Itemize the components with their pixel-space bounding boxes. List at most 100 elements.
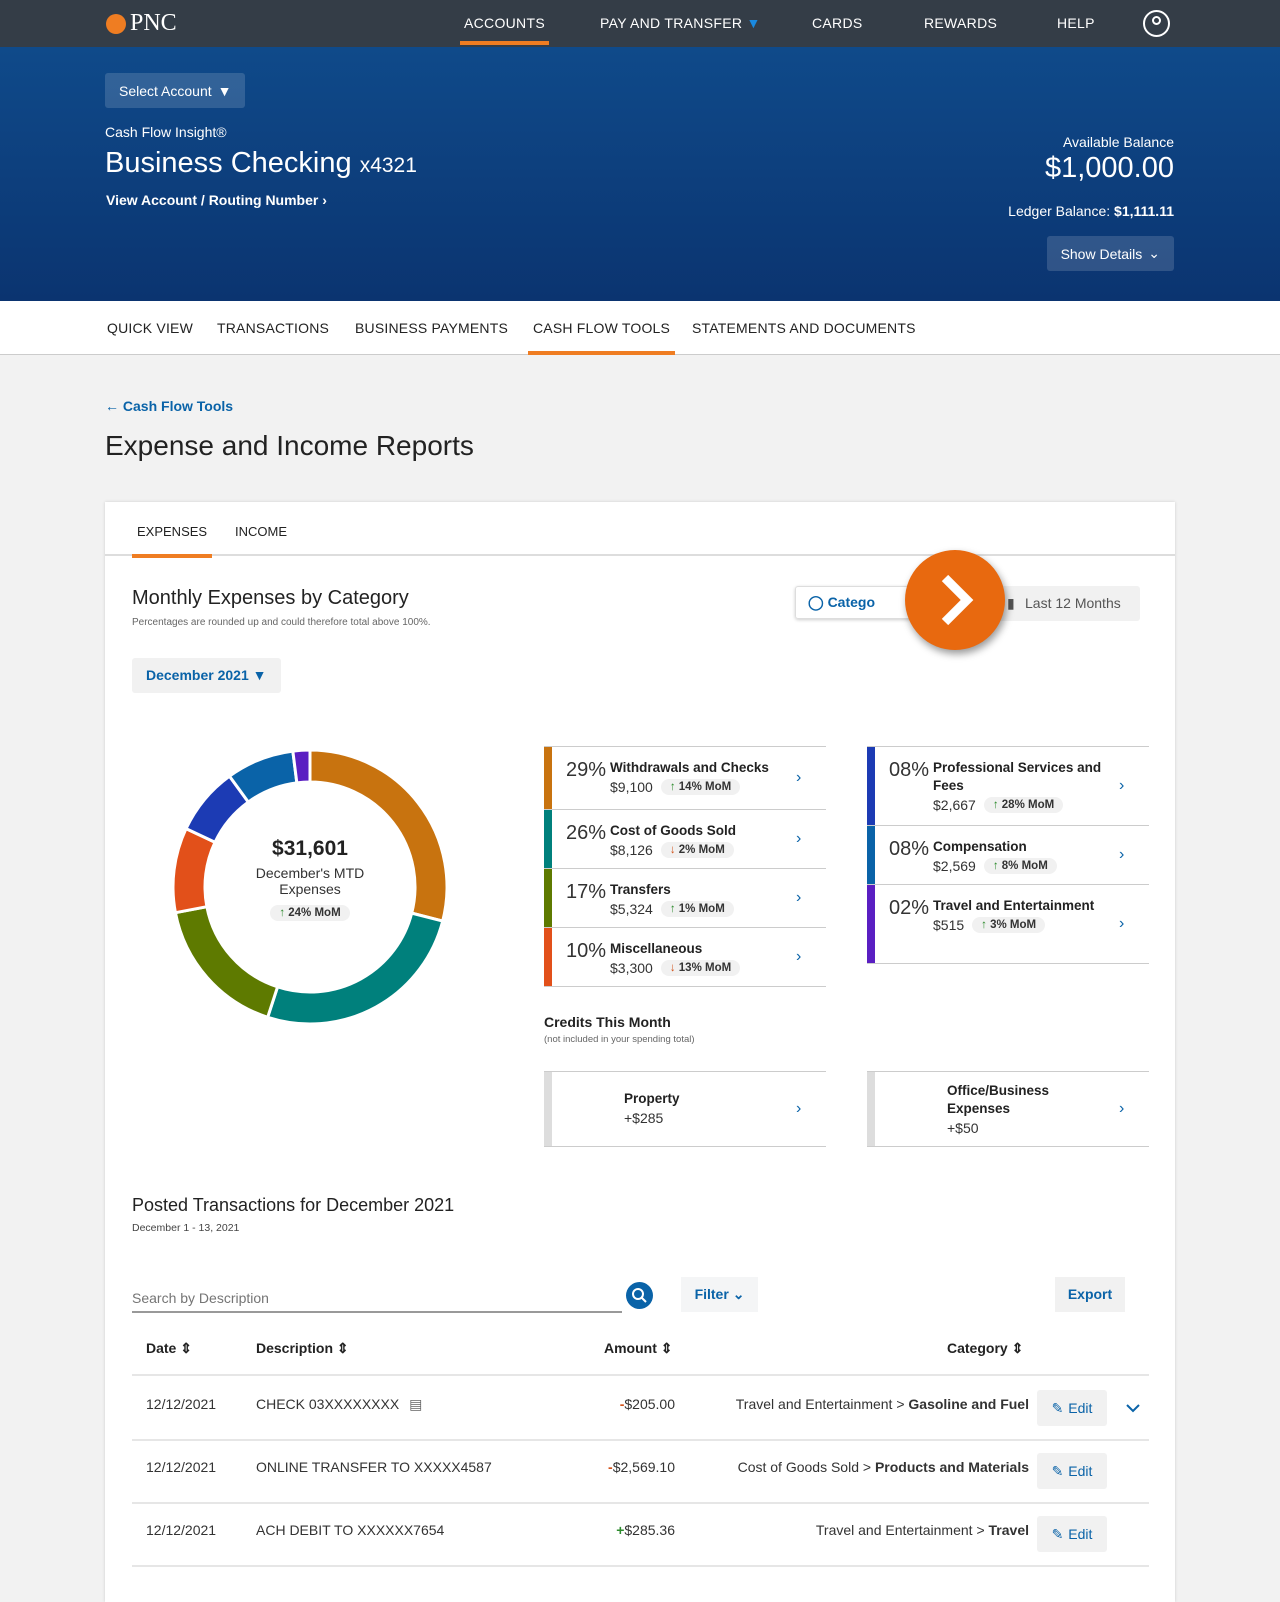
credit-tile-property[interactable]: Property +$285 › xyxy=(544,1071,826,1147)
row-subcategory: Products and Materials xyxy=(874,1459,1029,1475)
user-profile-icon[interactable] xyxy=(1143,10,1170,37)
tab-expenses[interactable]: EXPENSES xyxy=(131,524,213,558)
sort-description[interactable]: Description ⇕ xyxy=(256,1340,349,1357)
table-row[interactable]: 12/12/2021 ONLINE TRANSFER TO XXXXX4587 … xyxy=(132,1441,1149,1504)
select-account-button[interactable]: Select Account ▼ xyxy=(105,73,246,108)
last-12-months-button[interactable]: ▮ Last 12 Months xyxy=(995,586,1140,621)
category-pct: 17% xyxy=(566,881,607,903)
sort-date[interactable]: Date ⇕ xyxy=(146,1340,192,1357)
nav-pay-and-transfer[interactable]: PAY AND TRANSFER ▼ xyxy=(600,0,761,47)
tile-color-bar xyxy=(544,747,552,809)
check-image-icon[interactable]: ▤ xyxy=(409,1396,423,1412)
mom-value: 13% MoM xyxy=(678,962,732,974)
credit-tile-office[interactable]: Office/Business Expenses +$50 › xyxy=(867,1071,1149,1147)
credit-amount: +$50 xyxy=(947,1120,979,1136)
edit-label: Edit xyxy=(1068,1463,1093,1479)
arrow-up-icon: ↑ xyxy=(279,907,286,919)
tab-transactions[interactable]: TRANSACTIONS xyxy=(217,320,330,336)
chevron-right-icon: › xyxy=(1119,777,1125,794)
category-amount: $515 xyxy=(933,917,965,933)
chevron-right-icon: › xyxy=(796,830,802,847)
donut-center: $31,601 December's MTD Expenses ↑ 24% Mo… xyxy=(210,837,410,921)
nav-accounts[interactable]: ACCOUNTS xyxy=(460,0,549,47)
sort-icon: ⇕ xyxy=(660,1340,673,1356)
nav-help[interactable]: HELP xyxy=(1057,15,1095,31)
row-category-cell: Travel and Entertainment > Travel xyxy=(816,1522,1029,1538)
tab-cash-flow-tools[interactable]: CASH FLOW TOOLS xyxy=(527,301,676,355)
arrow-up-icon: ↑ xyxy=(981,919,987,931)
category-tiles-left: 29% Withdrawals and Checks $9,100 ↑ 14% … xyxy=(544,746,826,987)
edit-button[interactable]: ✎ Edit xyxy=(1037,1516,1107,1552)
header-label: Category xyxy=(947,1340,1008,1356)
tab-income[interactable]: INCOME xyxy=(235,524,287,539)
filter-button[interactable]: Filter ⌄ xyxy=(681,1277,758,1312)
tab-quick-view[interactable]: QUICK VIEW xyxy=(107,320,194,336)
brand-name: PNC xyxy=(130,10,177,36)
nav-cards[interactable]: CARDS xyxy=(812,15,863,31)
sort-icon: ⇕ xyxy=(1011,1340,1024,1356)
bar-chart-icon: ▮ xyxy=(1007,595,1015,611)
category-tile[interactable]: 02% Travel and Entertainment $515 ↑ 3% M… xyxy=(867,884,1149,964)
row-amount: $285.36 xyxy=(624,1522,675,1538)
category-name: Transfers xyxy=(610,882,671,897)
donut-slice[interactable] xyxy=(291,748,312,785)
chevron-right-icon: › xyxy=(796,889,802,906)
category-amount: $5,324 xyxy=(610,901,653,917)
month-dropdown[interactable]: December 2021 ▼ xyxy=(132,658,281,693)
row-subcategory: Gasoline and Fuel xyxy=(908,1396,1029,1412)
table-row[interactable]: 12/12/2021 CHECK 03XXXXXXXX ▤ -$205.00 T… xyxy=(132,1378,1149,1441)
pnc-logo-icon xyxy=(106,13,126,34)
category-tile[interactable]: 08% Compensation $2,569 ↑ 8% MoM › xyxy=(867,825,1149,885)
caret-down-icon: ▼ xyxy=(252,667,267,683)
header-label: Amount xyxy=(604,1340,657,1356)
pnc-logo[interactable]: PNC xyxy=(106,10,177,37)
transactions-title: Posted Transactions for December 2021 xyxy=(132,1195,455,1215)
search-icon[interactable] xyxy=(626,1282,653,1309)
edit-button[interactable]: ✎ Edit xyxy=(1037,1390,1107,1426)
search-input[interactable] xyxy=(132,1285,622,1313)
amount-sign: - xyxy=(619,1396,625,1412)
ledger-label: Ledger Balance: xyxy=(1008,203,1111,219)
tab-statements-and-documents[interactable]: STATEMENTS AND DOCUMENTS xyxy=(692,320,916,336)
mom-value: 1% MoM xyxy=(678,903,725,915)
tile-bar xyxy=(544,1072,552,1146)
caret-down-icon: ▼ xyxy=(746,15,761,31)
donut-slice[interactable] xyxy=(265,911,445,1026)
category-tile[interactable]: 29% Withdrawals and Checks $9,100 ↑ 14% … xyxy=(544,746,826,810)
edit-button[interactable]: ✎ Edit xyxy=(1037,1453,1107,1489)
transactions-range: December 1 - 13, 2021 xyxy=(132,1222,240,1234)
header-label: Date xyxy=(146,1340,177,1356)
table-row[interactable]: 12/12/2021 ACH DEBIT TO XXXXXX7654 +$285… xyxy=(132,1504,1149,1567)
mom-badge: ↑ 1% MoM xyxy=(660,901,734,917)
report-tabs xyxy=(105,502,1175,556)
category-amount: $8,126 xyxy=(610,842,653,858)
category-view-button[interactable]: ◯ Catego xyxy=(795,586,925,619)
category-tile[interactable]: 26% Cost of Goods Sold $8,126 ↓ 2% MoM › xyxy=(544,809,826,869)
credits-right: Office/Business Expenses +$50 › xyxy=(867,1071,1149,1147)
category-tile[interactable]: 08% Professional Services and Fees $2,66… xyxy=(867,746,1149,826)
nav-rewards[interactable]: REWARDS xyxy=(924,15,998,31)
show-details-button[interactable]: Show Details ⌄ xyxy=(1046,236,1174,271)
sort-category[interactable]: Category ⇕ xyxy=(947,1340,1023,1357)
view-account-link[interactable]: View Account / Routing Number › xyxy=(106,192,327,208)
donut-slice[interactable] xyxy=(173,904,280,1020)
tab-business-payments[interactable]: BUSINESS PAYMENTS xyxy=(355,320,509,336)
row-category: Travel and Entertainment > xyxy=(815,1522,989,1538)
chevron-right-icon: › xyxy=(1119,846,1125,863)
account-title: Business Checking x4321 xyxy=(105,147,417,180)
category-tile[interactable]: 17% Transfers $5,324 ↑ 1% MoM › xyxy=(544,868,826,928)
product-name: Cash Flow Insight® xyxy=(105,124,227,140)
category-pct: 29% xyxy=(566,759,607,781)
expand-chevron-icon[interactable] xyxy=(1125,1400,1141,1416)
row-amount-cell: -$2,569.10 xyxy=(608,1459,675,1475)
sort-amount[interactable]: Amount ⇕ xyxy=(604,1340,673,1357)
next-arrow-button[interactable] xyxy=(905,550,1005,650)
back-link[interactable]: ← Cash Flow Tools xyxy=(105,398,233,414)
category-tile[interactable]: 10% Miscellaneous $3,300 ↓ 13% MoM › xyxy=(544,927,826,987)
category-pct: 26% xyxy=(566,822,607,844)
export-button[interactable]: Export xyxy=(1055,1277,1125,1312)
chevron-right-icon: › xyxy=(1119,1100,1125,1117)
account-mask: x4321 xyxy=(359,154,417,177)
mom-badge: ↑ 28% MoM xyxy=(983,797,1064,813)
donut-slice[interactable] xyxy=(171,826,217,915)
